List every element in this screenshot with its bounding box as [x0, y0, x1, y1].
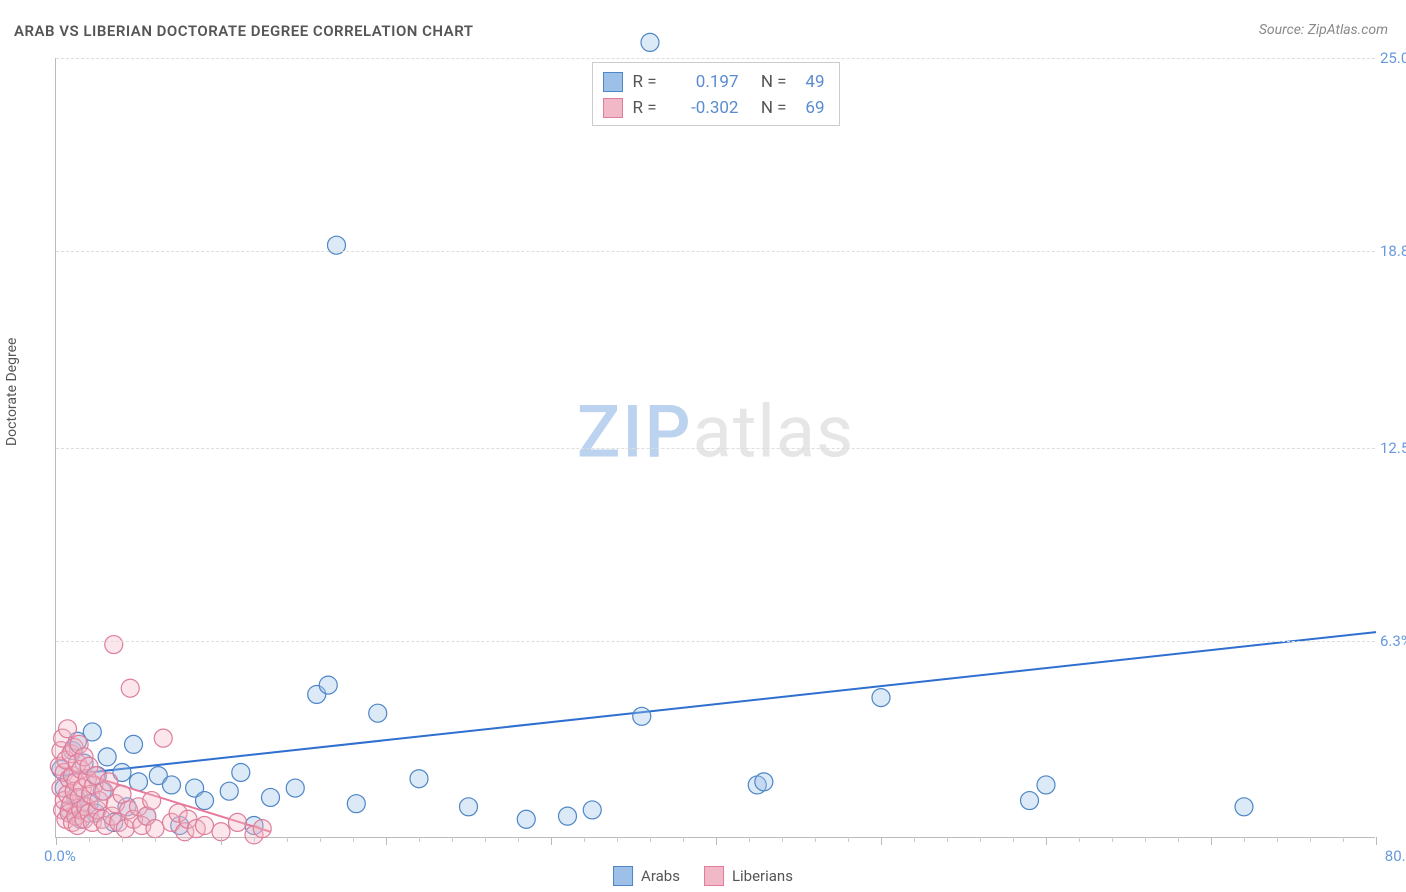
gridline — [56, 641, 1375, 642]
data-point — [633, 707, 651, 725]
legend-item: Arabs — [613, 866, 680, 886]
data-point — [220, 782, 238, 800]
x-tick-minor — [320, 837, 321, 842]
data-point — [286, 779, 304, 797]
data-point — [262, 788, 280, 806]
x-axis-min-label: 0.0% — [44, 847, 76, 865]
trend-line — [61, 632, 1376, 776]
y-tick-label: 25.0% — [1380, 49, 1406, 67]
x-tick-major — [551, 837, 552, 845]
x-tick-minor — [848, 837, 849, 842]
data-point — [641, 33, 659, 51]
data-point — [1021, 792, 1039, 810]
data-point — [347, 795, 365, 813]
x-tick-minor — [518, 837, 519, 842]
x-tick-minor — [947, 837, 948, 842]
data-point — [319, 676, 337, 694]
gridline — [56, 251, 1375, 252]
data-point — [125, 735, 143, 753]
x-tick-minor — [1079, 837, 1080, 842]
x-tick-minor — [254, 837, 255, 842]
data-point — [253, 820, 271, 838]
y-tick-label: 6.3% — [1380, 632, 1406, 650]
data-point — [1235, 798, 1253, 816]
x-tick-minor — [1310, 837, 1311, 842]
x-tick-minor — [287, 837, 288, 842]
x-tick-minor — [1013, 837, 1014, 842]
x-tick-major — [386, 837, 387, 845]
x-tick-major — [716, 837, 717, 845]
x-tick-minor — [353, 837, 354, 842]
data-point — [1037, 776, 1055, 794]
x-tick-major — [1211, 837, 1212, 845]
x-tick-minor — [683, 837, 684, 842]
source-attribution: Source: ZipAtlas.com — [1259, 22, 1388, 38]
x-axis-max-label: 80.0% — [1385, 847, 1406, 865]
y-tick-label: 12.5% — [1380, 439, 1406, 457]
legend-swatch-icon — [704, 866, 724, 886]
x-tick-major — [1046, 837, 1047, 845]
data-point — [232, 763, 250, 781]
data-point — [583, 801, 601, 819]
data-point — [410, 770, 428, 788]
x-tick-minor — [1244, 837, 1245, 842]
data-point — [460, 798, 478, 816]
gridline — [56, 58, 1375, 59]
data-point — [369, 704, 387, 722]
data-point — [98, 748, 116, 766]
data-point — [163, 776, 181, 794]
plot-area: ZIPatlas R =0.197N =49R =-0.302N =69 0.0… — [55, 58, 1375, 838]
x-tick-minor — [1178, 837, 1179, 842]
x-tick-minor — [155, 837, 156, 842]
x-tick-minor — [914, 837, 915, 842]
x-tick-major — [1376, 837, 1377, 845]
x-tick-minor — [485, 837, 486, 842]
gridline — [56, 448, 1375, 449]
data-point — [59, 720, 77, 738]
y-tick-label: 18.8% — [1380, 242, 1406, 260]
x-tick-minor — [89, 837, 90, 842]
x-tick-major — [881, 837, 882, 845]
legend-item: Liberians — [704, 866, 793, 886]
x-tick-minor — [419, 837, 420, 842]
x-tick-major — [56, 837, 57, 845]
x-tick-minor — [980, 837, 981, 842]
x-tick-minor — [1112, 837, 1113, 842]
x-tick-major — [221, 837, 222, 845]
x-tick-minor — [782, 837, 783, 842]
x-tick-minor — [815, 837, 816, 842]
legend-label: Arabs — [641, 867, 680, 885]
data-point — [755, 773, 773, 791]
x-tick-minor — [617, 837, 618, 842]
x-tick-minor — [452, 837, 453, 842]
data-point — [154, 729, 172, 747]
data-point — [196, 817, 214, 835]
y-axis-label: Doctorate Degree — [4, 338, 20, 446]
series-legend: Arabs Liberians — [613, 866, 793, 886]
legend-swatch-icon — [613, 866, 633, 886]
x-tick-minor — [584, 837, 585, 842]
x-tick-minor — [122, 837, 123, 842]
data-point — [517, 810, 535, 828]
data-point — [143, 792, 161, 810]
x-tick-minor — [188, 837, 189, 842]
data-point — [872, 689, 890, 707]
chart-title: ARAB VS LIBERIAN DOCTORATE DEGREE CORREL… — [14, 22, 473, 40]
x-tick-minor — [1277, 837, 1278, 842]
data-point — [229, 813, 247, 831]
data-point — [196, 792, 214, 810]
data-point — [559, 807, 577, 825]
data-point — [146, 820, 164, 838]
x-tick-minor — [1343, 837, 1344, 842]
legend-label: Liberians — [732, 867, 793, 885]
x-tick-minor — [650, 837, 651, 842]
x-tick-minor — [1145, 837, 1146, 842]
data-point — [105, 636, 123, 654]
data-point — [121, 679, 139, 697]
x-tick-minor — [749, 837, 750, 842]
